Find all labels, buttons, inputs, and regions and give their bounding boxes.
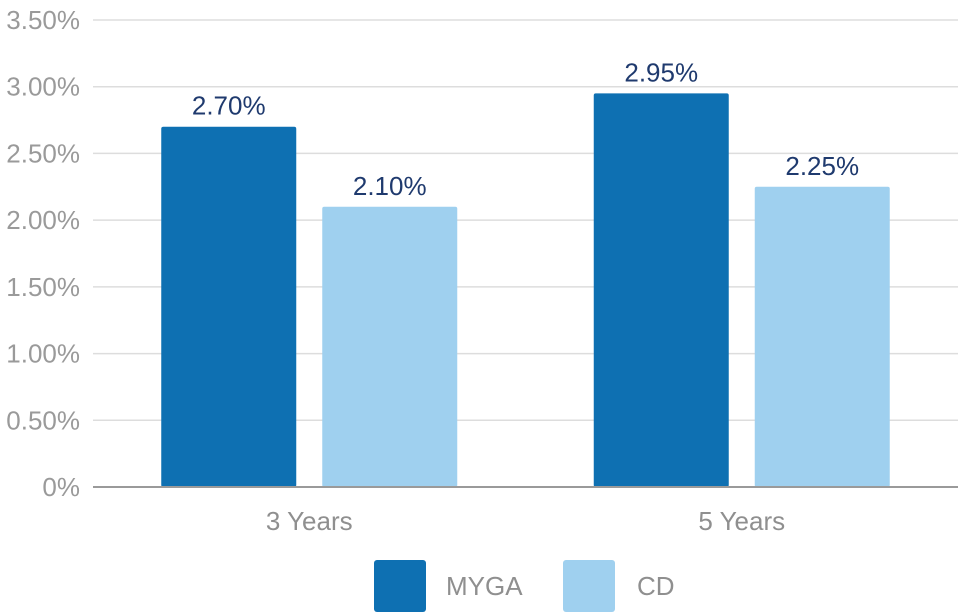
legend-label-myga: MYGA xyxy=(446,571,523,601)
data-label: 2.70% xyxy=(192,91,266,121)
y-tick-label: 0% xyxy=(42,472,80,502)
bar-cd-0 xyxy=(322,206,458,488)
x-axis-categories: 3 Years 5 Years xyxy=(266,506,785,536)
bar-cd-1 xyxy=(754,186,890,488)
data-label: 2.25% xyxy=(785,151,859,181)
legend-swatch-myga xyxy=(374,560,426,612)
legend-swatch-cd xyxy=(563,560,615,612)
legend-label-cd: CD xyxy=(637,571,675,601)
bars xyxy=(161,93,890,488)
y-tick-label: 1.00% xyxy=(6,339,80,369)
data-labels: 2.70% 2.10% 2.95% 2.25% xyxy=(192,57,859,200)
bar-myga-0 xyxy=(161,126,297,487)
bar-myga-1 xyxy=(593,93,729,487)
data-label: 2.10% xyxy=(353,171,427,201)
data-label: 2.95% xyxy=(624,57,698,87)
x-category-label: 3 Years xyxy=(266,506,353,536)
y-tick-label: 3.50% xyxy=(6,5,80,35)
y-axis-ticks: 0% 0.50% 1.00% 1.50% 2.00% 2.50% 3.00% 3.50% xyxy=(6,5,80,502)
y-tick-label: 0.50% xyxy=(6,405,80,435)
x-category-label: 5 Years xyxy=(698,506,785,536)
y-tick-label: 1.50% xyxy=(6,272,80,302)
y-tick-label: 3.00% xyxy=(6,72,80,102)
y-tick-label: 2.00% xyxy=(6,205,80,235)
legend: MYGA CD xyxy=(374,560,675,612)
y-tick-label: 2.50% xyxy=(6,138,80,168)
